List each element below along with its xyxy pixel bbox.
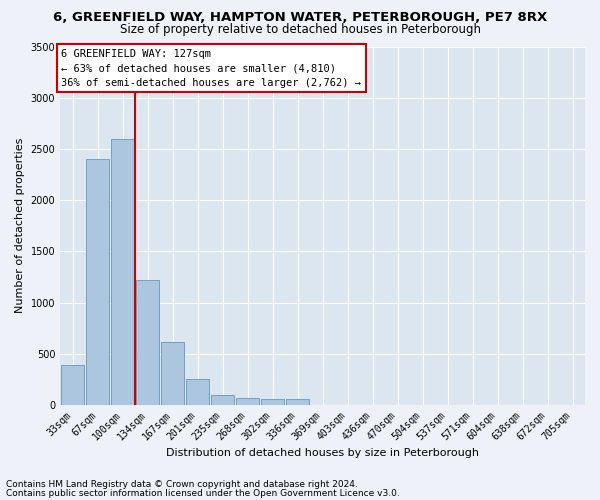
Text: Size of property relative to detached houses in Peterborough: Size of property relative to detached ho…: [119, 22, 481, 36]
Bar: [86, 159, 109, 405]
Text: 6, GREENFIELD WAY, HAMPTON WATER, PETERBOROUGH, PE7 8RX: 6, GREENFIELD WAY, HAMPTON WATER, PETERB…: [53, 11, 547, 24]
Text: 6 GREENFIELD WAY: 127sqm
← 63% of detached houses are smaller (4,810)
36% of sem: 6 GREENFIELD WAY: 127sqm ← 63% of detach…: [61, 48, 361, 88]
Bar: [136, 280, 159, 405]
Bar: [286, 400, 309, 405]
Bar: [161, 342, 184, 405]
Bar: [112, 138, 134, 405]
Bar: [236, 398, 259, 405]
Bar: [262, 399, 284, 405]
Y-axis label: Number of detached properties: Number of detached properties: [15, 138, 25, 314]
Text: Contains HM Land Registry data © Crown copyright and database right 2024.: Contains HM Land Registry data © Crown c…: [6, 480, 358, 489]
Bar: [187, 380, 209, 405]
Text: Contains public sector information licensed under the Open Government Licence v3: Contains public sector information licen…: [6, 488, 400, 498]
X-axis label: Distribution of detached houses by size in Peterborough: Distribution of detached houses by size …: [166, 448, 479, 458]
Bar: [61, 365, 84, 405]
Bar: [211, 395, 234, 405]
